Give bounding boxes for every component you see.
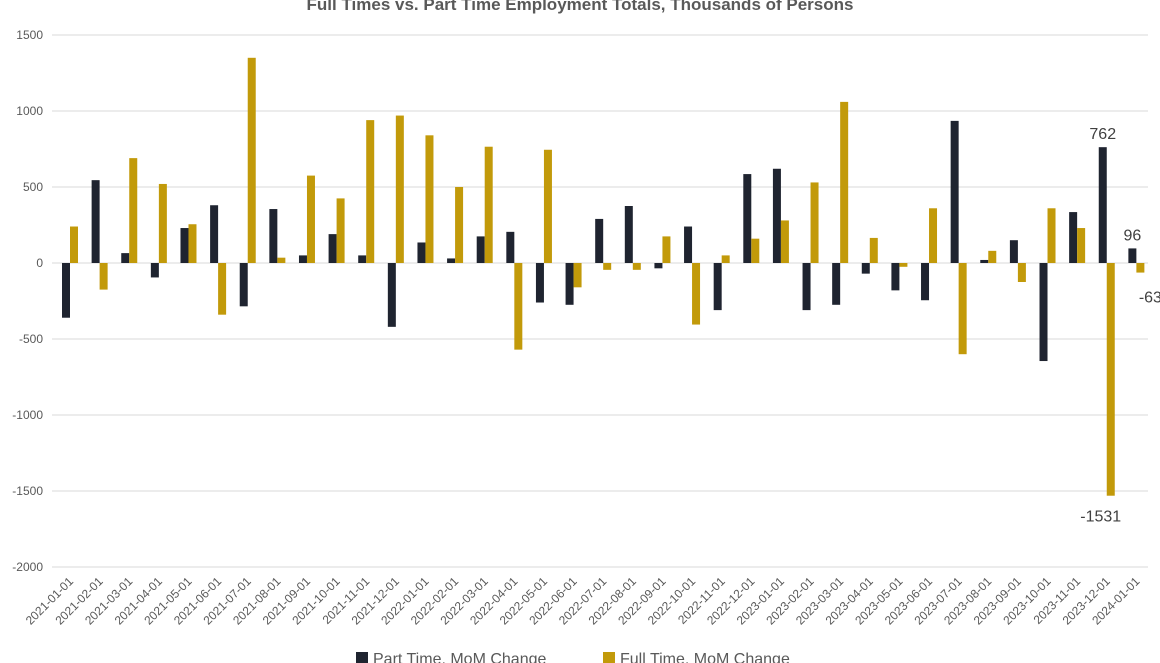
bar-part-time-2022-10-01 [684, 226, 693, 263]
y-tick-label: -500 [19, 332, 43, 346]
bar-full-time-2023-08-01 [988, 250, 997, 263]
bar-part-time-2021-03-01 [121, 253, 130, 263]
data-label: 96 [1123, 227, 1141, 244]
y-tick-label: 1500 [16, 28, 43, 42]
bar-part-time-2022-04-01 [506, 231, 515, 263]
bar-full-time-2021-03-01 [129, 158, 138, 263]
bar-full-time-2023-06-01 [929, 208, 938, 263]
bar-full-time-2022-11-01 [721, 255, 730, 263]
bar-full-time-2022-02-01 [455, 187, 464, 263]
bar-part-time-2023-10-01 [1039, 263, 1048, 362]
bar-full-time-2022-06-01 [573, 263, 582, 288]
legend: Part Time, MoM Change Full Time, MoM Cha… [356, 651, 790, 663]
bar-part-time-2021-10-01 [328, 234, 337, 263]
y-tick-label: 0 [36, 256, 43, 270]
bar-full-time-2022-08-01 [632, 263, 641, 270]
bar-full-time-2023-04-01 [869, 237, 878, 263]
bar-part-time-2021-11-01 [358, 255, 367, 263]
bar-full-time-2022-12-01 [751, 238, 760, 263]
bar-part-time-2022-06-01 [565, 263, 574, 305]
bar-full-time-2023-05-01 [899, 263, 908, 267]
bar-part-time-2023-03-01 [832, 263, 841, 305]
bar-part-time-2021-02-01 [91, 180, 100, 263]
bar-part-time-2022-01-01 [417, 242, 426, 263]
bar-part-time-2022-03-01 [476, 236, 485, 263]
bar-full-time-2021-04-01 [158, 183, 167, 263]
legend-swatch-part-time [356, 652, 368, 663]
bar-part-time-2021-01-01 [62, 263, 70, 318]
bar-part-time-2024-01-01 [1128, 248, 1137, 263]
bar-full-time-2023-10-01 [1047, 208, 1056, 263]
bar-part-time-2023-12-01 [1098, 147, 1107, 263]
bar-full-time-2021-06-01 [218, 263, 227, 315]
bar-part-time-2022-11-01 [713, 263, 722, 311]
y-tick-label: -1000 [12, 408, 43, 422]
legend-label-full-time: Full Time, MoM Change [620, 651, 790, 663]
bar-full-time-2023-07-01 [958, 263, 967, 355]
bar-part-time-2023-01-01 [772, 168, 781, 263]
bar-part-time-2023-04-01 [861, 263, 870, 274]
bar-full-time-2023-09-01 [1017, 263, 1026, 282]
bar-part-time-2022-02-01 [447, 258, 456, 263]
bar-full-time-2021-11-01 [366, 120, 375, 264]
bar-full-time-2021-08-01 [277, 257, 286, 263]
bar-full-time-2021-12-01 [395, 115, 404, 263]
bar-full-time-2022-03-01 [484, 146, 493, 263]
bar-full-time-2023-11-01 [1077, 228, 1086, 263]
gridlines [52, 34, 1148, 568]
bar-part-time-2021-08-01 [269, 209, 278, 263]
bar-full-time-2021-10-01 [336, 198, 345, 263]
chart-title: Full Times vs. Part Time Employment Tota… [307, 0, 854, 14]
bar-part-time-2023-07-01 [950, 120, 959, 263]
bar-part-time-2022-08-01 [624, 206, 633, 263]
x-axis-ticks: 2021-01-012021-02-012021-03-012021-04-01… [23, 574, 1143, 628]
bar-full-time-2022-07-01 [603, 263, 612, 270]
bar-full-time-2021-07-01 [247, 57, 256, 263]
bar-full-time-2023-02-01 [810, 182, 819, 263]
bar-part-time-2022-05-01 [535, 263, 544, 303]
data-label: -63 [1139, 290, 1160, 307]
bar-part-time-2021-07-01 [239, 263, 248, 307]
bar-part-time-2023-02-01 [802, 263, 811, 311]
bar-full-time-2022-01-01 [425, 135, 434, 263]
bar-part-time-2023-11-01 [1069, 212, 1078, 263]
bars [62, 57, 1145, 496]
legend-swatch-full-time [603, 652, 615, 663]
data-labels: 762 96 -1531 -63 [1080, 126, 1160, 526]
bar-part-time-2023-06-01 [921, 263, 930, 301]
bar-full-time-2024-01-01 [1136, 263, 1145, 273]
bar-full-time-2021-02-01 [99, 263, 108, 290]
bar-full-time-2023-12-01 [1106, 263, 1115, 496]
bar-full-time-2021-01-01 [70, 226, 78, 263]
bar-part-time-2021-12-01 [387, 263, 396, 327]
bar-full-time-2023-01-01 [780, 220, 789, 263]
y-axis-ticks: 1500 1000 500 0 -500 -1000 -1500 -2000 [12, 28, 43, 574]
data-label: 762 [1089, 126, 1116, 143]
bar-part-time-2021-04-01 [150, 263, 159, 278]
data-label: -1531 [1080, 509, 1121, 526]
y-tick-label: -1500 [12, 484, 43, 498]
bar-part-time-2021-09-01 [298, 255, 307, 263]
bar-part-time-2022-09-01 [654, 263, 663, 269]
y-tick-label: 500 [23, 180, 43, 194]
y-tick-label: 1000 [16, 104, 43, 118]
bar-part-time-2022-07-01 [595, 218, 604, 263]
bar-full-time-2022-04-01 [514, 263, 523, 350]
bar-part-time-2021-06-01 [210, 205, 219, 263]
bar-full-time-2021-05-01 [188, 224, 197, 263]
bar-full-time-2022-09-01 [662, 236, 671, 263]
y-tick-label: -2000 [12, 560, 43, 574]
bar-full-time-2021-09-01 [306, 175, 315, 263]
bar-full-time-2022-05-01 [543, 149, 552, 263]
bar-part-time-2023-05-01 [891, 263, 900, 291]
bar-full-time-2022-10-01 [692, 263, 701, 325]
bar-part-time-2023-09-01 [1009, 240, 1018, 263]
bar-part-time-2022-12-01 [743, 174, 752, 263]
bar-full-time-2023-03-01 [840, 101, 849, 263]
bar-part-time-2023-08-01 [980, 259, 989, 263]
bar-part-time-2021-05-01 [180, 228, 189, 263]
legend-label-part-time: Part Time, MoM Change [373, 651, 547, 663]
